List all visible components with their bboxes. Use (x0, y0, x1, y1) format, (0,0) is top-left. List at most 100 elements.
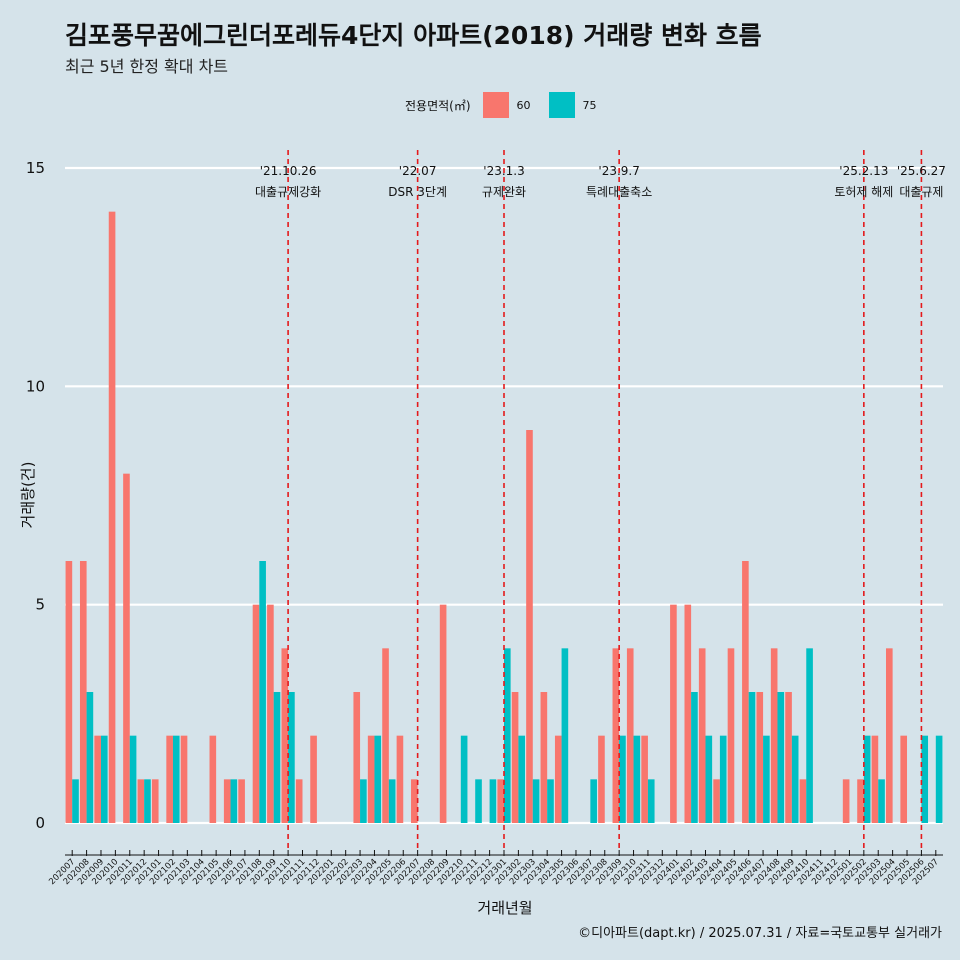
bar-75-202011 (129, 735, 137, 823)
bar-75-202402 (691, 692, 698, 823)
bar-75-202109 (273, 692, 281, 823)
legend-title: 전용면적(㎡) (405, 98, 471, 113)
bar-60-202308 (598, 735, 605, 823)
bar-75-202211 (475, 779, 482, 823)
annotation-date: '25.2.13 (839, 164, 888, 178)
bar-75-202307 (590, 779, 597, 823)
bar-75-202102 (172, 735, 180, 823)
bar-75-202409 (791, 735, 799, 823)
y-tick-label: 0 (35, 814, 45, 832)
y-axis: 0 5 10 15 (26, 159, 45, 832)
bar-60-202505 (900, 735, 908, 823)
annotation-date: '23.1.3 (483, 164, 524, 178)
bar-60-202302 (511, 692, 519, 823)
annotation-date: '23.9.7 (598, 164, 639, 178)
bar-60-202107 (238, 779, 245, 823)
bar-60-202404 (713, 779, 720, 823)
bar-75-202305 (561, 648, 569, 823)
legend-label-60: 60 (516, 98, 531, 112)
annotation-label: 토허제 해제 (834, 185, 893, 199)
bar-75-202205 (388, 779, 396, 823)
bar-60-202207 (411, 779, 418, 823)
annotation-label: 대출규제 (899, 185, 943, 199)
bar-75-202403 (705, 735, 713, 823)
bar-60-202501 (842, 779, 850, 823)
bar-60-202111 (295, 779, 303, 823)
bar-60-202310 (626, 648, 634, 823)
annotation-date: '21.10.26 (260, 164, 317, 178)
bar-60-202206 (396, 735, 404, 823)
bar-60-202102 (166, 735, 173, 823)
annotations: '21.10.26 대출규제강화 '22.07 DSR 3단계 '23.1.3 규제완화 '… (255, 150, 946, 850)
chart-subtitle: 최근 5년 한정 확대 차트 (65, 57, 229, 76)
bar-75-202404 (719, 735, 727, 823)
bar-60-202007 (65, 561, 73, 823)
bars (65, 211, 943, 823)
annotation-date: '25.6.27 (897, 164, 946, 178)
bar-60-202305 (554, 735, 562, 823)
annotation-label: DSR 3단계 (388, 185, 447, 199)
bar-60-202304 (540, 692, 548, 823)
bar-75-202204 (374, 735, 382, 823)
bar-75-202108 (259, 561, 266, 823)
bar-60-202311 (641, 735, 648, 823)
bar-60-202009 (94, 735, 101, 823)
bar-75-202503 (878, 779, 885, 823)
bar-60-202109 (267, 604, 274, 823)
bar-60-202309 (612, 648, 620, 823)
annotation-label: 규제완화 (482, 185, 526, 199)
y-axis-label: 거래량(건) (19, 462, 37, 529)
y-tick-label: 5 (35, 596, 45, 614)
bar-60-202203 (353, 692, 361, 823)
bar-60-202110 (281, 648, 289, 823)
legend-swatch-75 (548, 92, 575, 118)
bar-60-202112 (310, 735, 317, 823)
bar-75-202007 (72, 779, 79, 823)
bar-60-202410 (799, 779, 807, 823)
legend-label-75: 75 (582, 98, 597, 112)
bar-75-202210 (460, 735, 468, 823)
bar-75-202009 (100, 735, 108, 823)
bar-60-202403 (698, 648, 706, 823)
bar-75-202302 (518, 735, 526, 823)
bar-60-202011 (123, 473, 130, 823)
bar-75-202301 (504, 648, 511, 823)
bar-60-202012 (137, 779, 145, 823)
bar-75-202311 (647, 779, 655, 823)
bar-60-202401 (670, 604, 677, 823)
bar-75-202309 (619, 735, 626, 823)
bar-60-202008 (79, 561, 87, 823)
bar-60-202205 (382, 648, 389, 823)
bar-75-202410 (806, 648, 813, 823)
bar-60-202303 (526, 430, 533, 823)
bar-60-202405 (727, 648, 735, 823)
chart-title: 김포풍무꿈에그린더포레듀4단지 아파트(2018) 거래량 변화 흐름 (65, 21, 762, 50)
bar-75-202012 (144, 779, 151, 823)
legend-swatch-60 (482, 92, 509, 118)
bar-60-202108 (252, 604, 260, 823)
x-axis: 2020072020082020092020102020112020122021… (47, 850, 943, 887)
bar-75-202502 (863, 735, 871, 823)
bar-60-202101 (151, 779, 159, 823)
bar-75-202212 (489, 779, 497, 823)
bar-60-202010 (108, 211, 116, 823)
source-caption: ©디아파트(dapt.kr) / 2025.07.31 / 자료=국토교통부 실… (578, 926, 942, 941)
bar-60-202209 (439, 604, 447, 823)
bar-75-202203 (360, 779, 367, 823)
bar-75-202303 (532, 779, 540, 823)
bar-60-202409 (785, 692, 792, 823)
bar-60-202105 (209, 735, 217, 823)
bar-60-202408 (770, 648, 778, 823)
bar-60-202103 (180, 735, 188, 823)
bar-60-202503 (871, 735, 879, 823)
x-axis-label: 거래년월 (477, 899, 532, 917)
bar-60-202502 (857, 779, 864, 823)
bar-75-202507 (935, 735, 943, 823)
y-tick-label: 15 (26, 159, 45, 177)
annotation-date: '22.07 (399, 164, 437, 178)
annotation-label: 대출규제강화 (255, 185, 321, 199)
bar-75-202008 (86, 692, 94, 823)
bar-75-202110 (288, 692, 295, 823)
bar-60-202402 (684, 604, 692, 823)
